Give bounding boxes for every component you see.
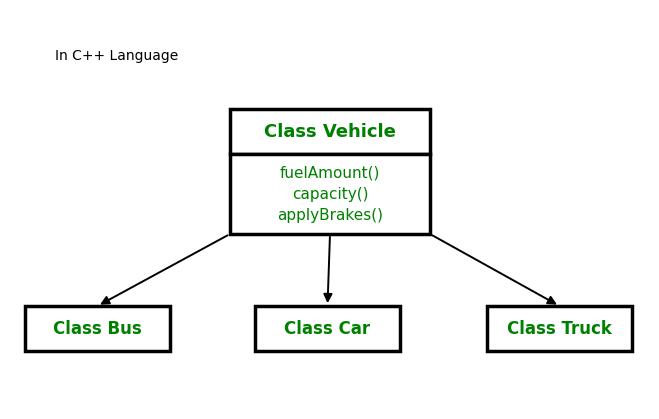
Bar xyxy=(25,306,170,351)
Bar xyxy=(487,306,632,351)
Text: Class Car: Class Car xyxy=(285,320,370,337)
Text: Class Bus: Class Bus xyxy=(53,320,142,337)
Text: Class Truck: Class Truck xyxy=(507,320,612,337)
Text: Class Vehicle: Class Vehicle xyxy=(264,122,396,140)
Bar xyxy=(230,154,430,234)
Text: In C++ Language: In C++ Language xyxy=(55,49,178,63)
Bar xyxy=(255,306,400,351)
Text: fuelAmount()
capacity()
applyBrakes(): fuelAmount() capacity() applyBrakes() xyxy=(277,166,383,222)
Bar xyxy=(230,109,430,154)
